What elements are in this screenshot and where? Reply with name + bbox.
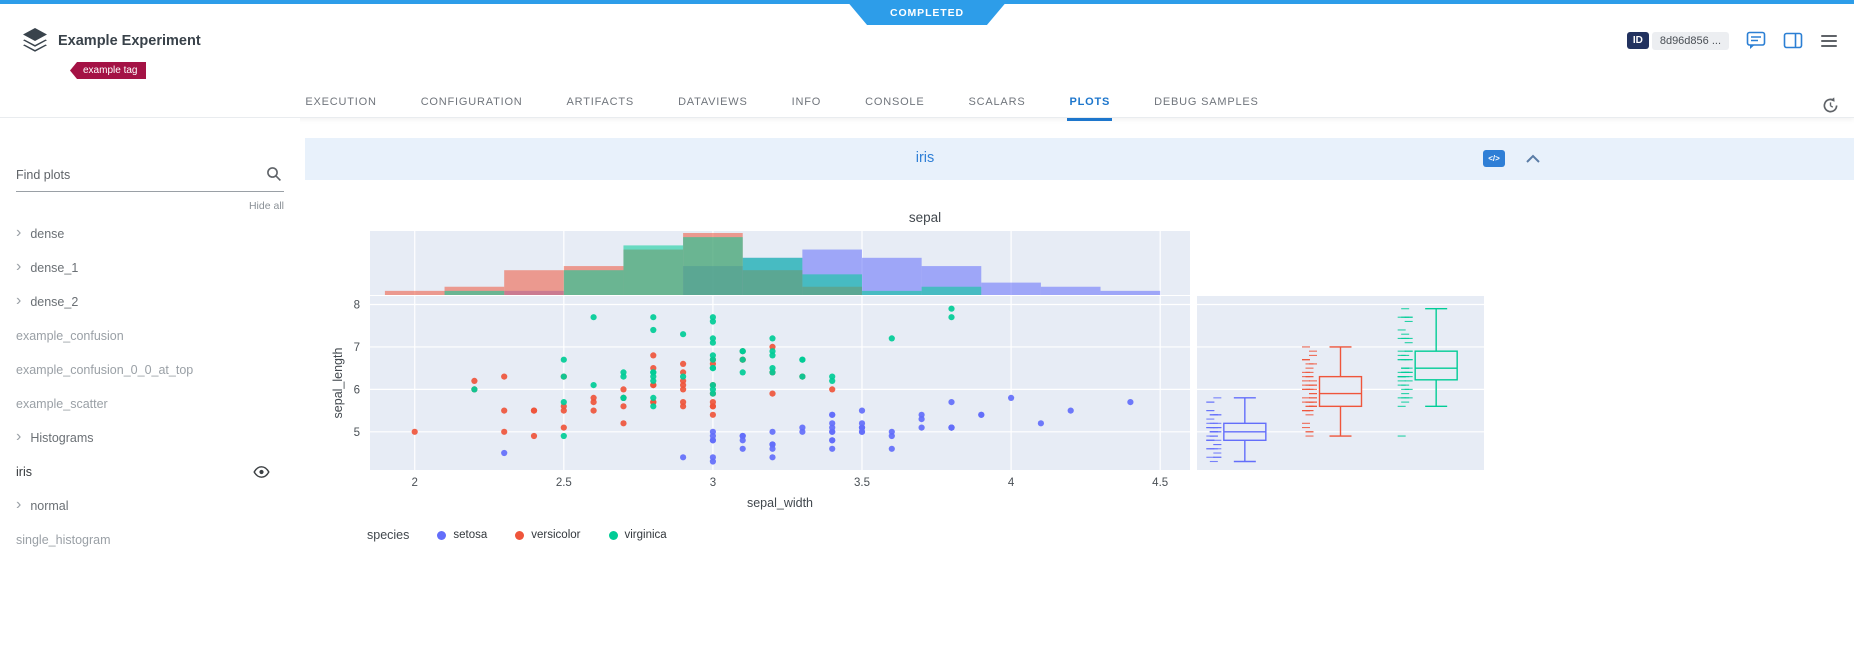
svg-text:4.5: 4.5 [1152,477,1168,489]
sidebar-item-label: Histograms [30,431,94,445]
search-icon[interactable] [266,166,282,187]
svg-text:8: 8 [354,299,360,311]
sidebar-item-iris[interactable]: iris [16,455,284,489]
sidebar-item-histograms[interactable]: › Histograms [16,421,284,455]
chevron-right-icon: › [16,428,22,445]
collapse-panel-icon[interactable] [1525,151,1541,169]
sidebar-item-dense_2[interactable]: › dense_2 [16,285,284,319]
hide-all-button[interactable]: Hide all [248,200,284,212]
sidebar-item-label: dense_1 [30,261,79,275]
svg-text:2: 2 [412,477,418,489]
legend-item-virginica[interactable]: virginica [608,529,667,541]
sidebar-item-example_scatter[interactable]: example_scatter [16,387,284,421]
embed-code-icon[interactable]: </> [1483,150,1505,167]
legend-label: versicolor [531,529,581,541]
tab-artifacts[interactable]: ARTIFACTS [566,96,635,108]
tab-scalars[interactable]: SCALARS [968,96,1026,108]
legend-marker-icon [608,530,618,540]
tab-plots[interactable]: PLOTS [1067,90,1113,121]
auto-refresh-icon[interactable] [1821,96,1840,120]
iris-plot-svg: 2 2.5 3 3.5 4 4.5 5 6 7 8 sepal_width sepal_length [331,231,1484,510]
id-badge: ID [1626,32,1649,49]
svg-text:3.5: 3.5 [854,477,870,489]
sidebar-item-example_confusion_0_0_at_top[interactable]: example_confusion_0_0_at_top [16,353,284,387]
chevron-right-icon: › [16,224,22,241]
sidebar-item-normal[interactable]: › normal [16,489,284,523]
layout-columns-icon[interactable] [1783,32,1803,49]
sidebar-item-single_histogram[interactable]: single_histogram [16,523,284,557]
tab-debug-samples[interactable]: DEBUG SAMPLES [1154,96,1259,108]
experiment-logo-icon [20,26,50,59]
sidebar-item-label: single_histogram [16,533,111,547]
header-actions: ID 8d96d856 ... [1626,31,1838,50]
sidebar-item-dense[interactable]: › dense [16,217,284,251]
legend-label: virginica [624,529,667,541]
plots-sidebar: Hide all › dense › dense_1 › dense_2 example_c… [0,118,300,665]
tab-info[interactable]: INFO [791,96,822,108]
sidebar-item-label: iris [16,465,32,479]
chevron-right-icon: › [16,292,22,309]
chart-legend: species setosa versicolor virginica [367,528,667,542]
svg-text:6: 6 [354,384,360,396]
status-label: COMPLETED [889,6,965,19]
tab-console[interactable]: CONSOLE [865,96,925,108]
legend-label: setosa [453,529,488,541]
sidebar-item-label: dense [30,227,65,241]
tab-configuration[interactable]: CONFIGURATION [420,96,523,108]
plot-panel-title: iris [915,150,935,166]
status-banner: COMPLETED [846,0,1008,25]
app-header: Example Experiment example tag ID 8d96d8… [0,4,1854,121]
chart-title: sepal [908,210,942,225]
legend-item-versicolor[interactable]: versicolor [515,529,581,541]
sidebar-item-label: example_confusion_0_0_at_top [16,363,194,377]
svg-text:3: 3 [710,477,716,489]
experiment-title: Example Experiment [58,33,201,49]
id-value[interactable]: 8d96d856 ... [1651,31,1729,50]
svg-text:2.5: 2.5 [556,477,572,489]
sidebar-item-label: example_scatter [16,397,108,411]
legend-item-setosa[interactable]: setosa [437,529,487,541]
eye-icon[interactable] [253,465,270,482]
svg-text:sepal_length: sepal_length [331,348,345,419]
search-row [16,166,284,192]
svg-text:7: 7 [354,342,360,354]
legend-marker-icon [515,530,525,540]
plot-panel-header: iris </> [305,138,1854,180]
legend-items: setosa versicolor virginica [437,529,667,541]
plot-panel: iris </> sepal 2 2.5 3 3.5 4 4.5 5 6 7 8 sepal_wid… [305,138,1854,665]
sidebar-item-label: dense_2 [30,295,79,309]
experiment-tag-label: example tag [83,65,138,76]
sidebar-item-dense_1[interactable]: › dense_1 [16,251,284,285]
tab-dataviews[interactable]: DATAVIEWS [678,96,748,108]
sidebar-item-label: example_confusion [16,329,124,343]
experiment-tag: example tag [70,62,147,79]
tab-execution[interactable]: EXECUTION [305,96,377,108]
chevron-right-icon: › [16,496,22,513]
experiment-id: ID 8d96d856 ... [1626,31,1729,50]
legend-title: species [367,528,410,542]
comments-icon[interactable] [1746,31,1766,50]
legend-marker-icon [437,530,447,540]
svg-text:5: 5 [354,427,360,439]
search-input[interactable] [16,168,246,182]
sidebar-item-label: normal [30,499,69,513]
svg-text:sepal_width: sepal_width [747,496,813,510]
sidebar-item-example_confusion[interactable]: example_confusion [16,319,284,353]
menu-icon[interactable] [1820,34,1838,48]
chevron-right-icon: › [16,258,22,275]
tab-bar: EXECUTION CONFIGURATION ARTIFACTS DATAVIEWS… [0,90,1564,121]
svg-text:4: 4 [1008,477,1015,489]
